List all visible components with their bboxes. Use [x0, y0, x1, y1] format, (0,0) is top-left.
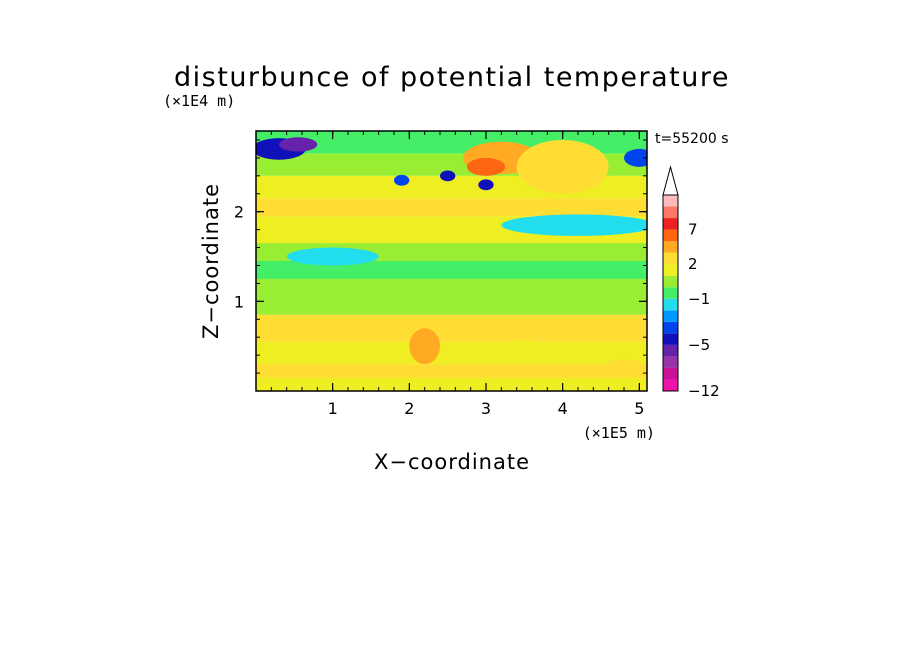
colorbar-swatch-10	[663, 264, 678, 276]
contour-band-2	[256, 341, 647, 365]
colorbar-swatch-2	[663, 356, 678, 368]
colorbar-swatch-12	[663, 241, 678, 253]
contour-band-4	[256, 278, 647, 315]
colorbar-swatch-15	[663, 206, 678, 219]
colorbar-swatch-14	[663, 218, 678, 230]
contour-band-3	[256, 314, 647, 342]
contour-blob-8	[394, 174, 410, 186]
plot-frame	[255, 130, 648, 392]
colorbar-swatch-8	[663, 287, 678, 299]
y-unit-label: (×1E4 m)	[163, 92, 235, 110]
colorbar-swatch-0	[663, 379, 678, 391]
colorbar-label-3: −5	[688, 336, 710, 354]
colorbar-label-4: −12	[688, 382, 720, 400]
contour-blob-4	[466, 157, 506, 176]
contour-blob-2	[624, 148, 647, 167]
x-tick-label-3: 4	[558, 399, 568, 418]
chart-title: disturbunce of potential temperature	[174, 62, 730, 93]
contour-band-8	[256, 198, 647, 217]
colorbar-swatch-13	[663, 229, 678, 242]
x-unit-label: (×1E5 m)	[583, 424, 655, 442]
y-axis-title: Z−coordinate	[199, 183, 223, 339]
colorbar-swatch-9	[663, 275, 678, 288]
x-tick-label-2: 3	[481, 399, 491, 418]
y-tick-label-0: 1	[234, 292, 244, 311]
colorbar-label-1: 2	[688, 255, 698, 273]
colorbar-label-2: −1	[688, 290, 710, 308]
contour-blob-5	[516, 139, 609, 194]
colorbar-swatch-4	[663, 333, 678, 345]
x-tick-label-1: 2	[404, 399, 414, 418]
contour-blob-12	[501, 339, 548, 362]
colorbar-swatch-11	[663, 252, 678, 265]
y-axis: 12	[234, 139, 647, 374]
contour-blob-11	[409, 328, 440, 365]
contour-blob-13	[601, 359, 647, 378]
contour-blob-7	[478, 179, 494, 191]
time-label: t=55200 s	[655, 131, 729, 147]
colorbar-swatch-7	[663, 298, 678, 311]
colorbar-swatch-16	[663, 195, 678, 207]
contour-band-0	[256, 377, 647, 391]
colorbar-swatch-1	[663, 367, 678, 380]
contour-blob-10	[286, 247, 379, 266]
colorbar-extension-arrow	[662, 165, 679, 196]
colorbar: 7 2 −1 −5 −12	[662, 165, 720, 400]
x-axis: 1 2 3 4 5	[270, 131, 644, 418]
contour-blob-9	[501, 214, 647, 236]
y-tick-label-1: 2	[234, 203, 244, 222]
colorbar-swatch-5	[663, 321, 678, 334]
colorbar-swatch-3	[663, 344, 678, 357]
contour-field	[256, 131, 647, 391]
colorbar-label-0: 7	[688, 221, 698, 239]
contour-blob-1	[279, 137, 318, 152]
colorbar-frame	[662, 194, 679, 392]
colorbar-swatch-6	[663, 310, 678, 322]
contour-blob-6	[440, 170, 456, 182]
x-axis-title: X−coordinate	[374, 450, 530, 474]
x-tick-label-0: 1	[328, 399, 338, 418]
contour-band-1	[256, 364, 647, 378]
x-tick-label-4: 5	[634, 399, 644, 418]
contour-band-5	[256, 261, 647, 279]
